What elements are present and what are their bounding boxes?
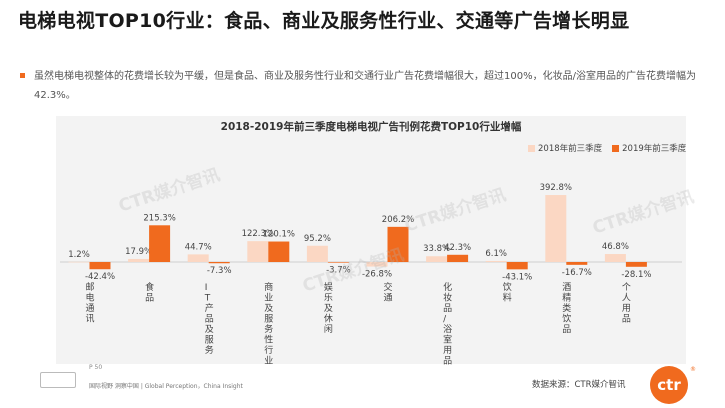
category-label: 食品 <box>145 281 154 304</box>
data-label: 120.1% <box>263 230 295 240</box>
bar-2019 <box>506 262 528 270</box>
bar-2018 <box>247 241 269 262</box>
legend-item-2019: 2019年前三季度 <box>612 142 686 154</box>
bar-2019 <box>566 262 588 265</box>
data-label: -26.8% <box>362 270 392 280</box>
category-label: 邮电通讯 <box>86 281 95 325</box>
bar-2018 <box>426 256 448 262</box>
data-label: -28.1% <box>621 270 651 280</box>
data-label: -7.3% <box>207 266 232 276</box>
data-label: 392.8% <box>540 183 572 193</box>
bar-2018 <box>68 261 90 263</box>
data-label: 215.3% <box>143 213 175 223</box>
data-label: -16.7% <box>562 268 592 278</box>
chart-title: 2018-2019年前三季度电梯电视广告刊例花费TOP10行业增幅 <box>220 121 522 133</box>
bar-2019 <box>387 226 409 262</box>
category-label: 商业及服务性行业 <box>264 281 273 367</box>
page-title: 电梯电视TOP10行业：食品、商业及服务性行业、交通等广告增长明显 <box>18 10 630 32</box>
data-label: 1.2% <box>68 250 90 260</box>
bar-2018 <box>545 195 567 262</box>
category-label: I T 产品及服务 <box>204 283 214 356</box>
legend-label-2019: 2019年前三季度 <box>622 144 687 154</box>
data-label: -43.1% <box>502 272 532 282</box>
bar-2019 <box>268 241 290 262</box>
legend-swatch-2019 <box>612 144 620 152</box>
data-label: 17.9% <box>125 247 152 257</box>
bar-2018 <box>604 254 626 262</box>
bar-2019 <box>149 225 171 262</box>
bar-2019 <box>625 262 647 267</box>
legend-item-2018: 2018年前三季度 <box>528 142 602 154</box>
data-label: -3.7% <box>326 266 351 276</box>
bar-2019 <box>327 262 349 263</box>
category-label: 酒精类饮品 <box>562 282 571 335</box>
data-label: 42.3% <box>444 243 471 253</box>
bar-2018 <box>306 245 328 262</box>
bar-2018 <box>187 254 209 262</box>
bar-2018 <box>485 260 507 262</box>
footer-seal-icon <box>40 372 76 388</box>
data-label: -42.4% <box>85 272 115 282</box>
data-label: 46.8% <box>602 242 629 252</box>
category-label: 个人用品 <box>622 282 631 325</box>
chart-legend: 2018年前三季度 2019年前三季度 <box>528 142 686 154</box>
summary-text: 虽然电梯电视整体的花费增长较为平缓，但是食品、商业及服务性行业和交通行业广告花费… <box>34 71 696 101</box>
data-label: 206.2% <box>382 215 414 225</box>
bullet-icon <box>20 73 25 78</box>
page-number: P 50 <box>89 364 103 371</box>
data-label: 6.1% <box>485 249 507 259</box>
data-label: 95.2% <box>304 234 331 244</box>
data-label: 33.8% <box>423 244 450 254</box>
category-label: 饮料 <box>503 281 512 304</box>
bar-2019 <box>208 262 230 264</box>
bar-2018 <box>128 258 150 262</box>
category-label: 化妆品/浴室用品 <box>443 281 452 367</box>
legend-swatch-2018 <box>528 144 535 152</box>
data-label: 44.7% <box>185 242 212 252</box>
category-label: 娱乐及休闲 <box>324 281 333 335</box>
data-label: 122.3% <box>242 229 274 239</box>
bar-2019 <box>89 262 111 270</box>
ctr-logo: ctr <box>650 366 688 404</box>
category-label: 交通 <box>384 281 393 304</box>
bar-2019 <box>447 254 469 262</box>
registered-mark: ® <box>690 366 696 373</box>
data-source: 数据来源：CTR媒介智讯 <box>532 380 626 390</box>
bar-2018 <box>366 262 388 267</box>
footer-slogan: 国际视野 洞察中国 | Global Perception，China Insi… <box>89 383 243 390</box>
legend-label-2018: 2018年前三季度 <box>538 144 603 154</box>
